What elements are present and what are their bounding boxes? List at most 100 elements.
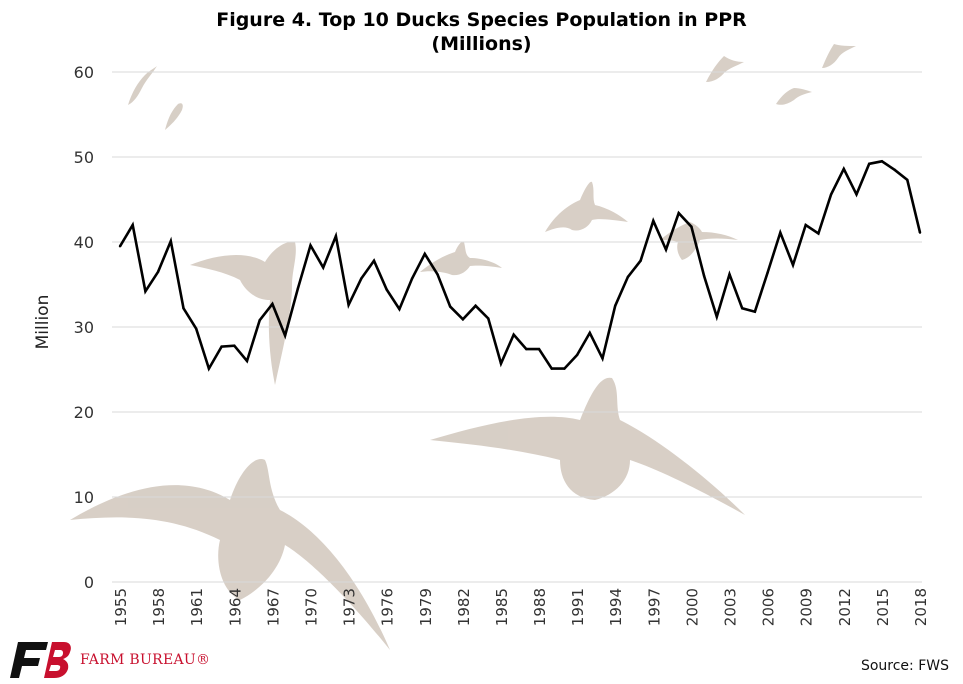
data-point [499,362,503,365]
data-point [906,178,909,182]
data-point [131,223,134,227]
data-point [156,270,160,273]
chart-title-line: Figure 4. Top 10 Ducks Species Populatio… [216,9,747,31]
data-point [652,219,655,222]
y-tick-label: 0 [84,573,94,592]
y-tick-label: 20 [74,403,94,422]
source-note: Source: FWS [860,658,949,674]
duck-silhouette-large-left [70,459,390,650]
data-point [677,211,680,215]
series-line [118,159,922,372]
data-point [702,274,706,278]
x-tick-label: 1958 [150,588,168,626]
data-point [601,357,604,360]
x-tick-label: 1973 [341,588,359,626]
data-point [372,259,376,262]
x-tick-label: 1967 [264,588,282,626]
data-point [461,318,465,321]
data-point [182,307,185,310]
duck-silhouette-small-1 [545,181,628,232]
chart-subtitle: (Millions) [431,33,532,55]
x-tick-label: 2003 [722,588,740,626]
data-point [398,307,401,311]
data-point [436,273,439,276]
data-point [423,252,426,256]
data-point [855,193,858,196]
data-point [779,231,782,234]
x-tick-label: 2015 [874,588,892,626]
x-tick-label: 1970 [302,588,320,626]
data-point [271,302,274,306]
data-point [842,167,846,171]
y-axis: 0 10 20 30 40 50 60 [74,63,94,592]
x-tick-label: 1961 [188,588,206,626]
data-point [690,225,693,228]
duck-decoration-layer [70,44,856,650]
y-tick-label: 10 [74,488,94,507]
data-point [296,287,299,290]
data-point [334,234,338,238]
x-tick-label: 1985 [493,588,511,626]
data-point [753,310,757,313]
data-point [766,271,769,274]
data-point [144,290,147,293]
data-point [639,259,642,262]
data-point [626,275,630,279]
data-point [588,331,592,335]
x-tick-label: 1982 [455,588,473,626]
data-point [791,263,795,267]
data-point [893,168,896,171]
duck-silhouette-large-center [430,377,745,515]
x-tick-label: 1991 [569,588,587,626]
data-point [207,367,211,370]
data-point [245,359,249,363]
data-point [563,367,566,370]
x-tick-label: 1955 [112,588,130,626]
data-point [804,223,807,227]
data-point [258,319,261,322]
series-layer [118,159,922,372]
x-tick-label: 2009 [798,588,816,626]
data-point [512,333,515,336]
data-point [868,162,871,165]
duck-silhouette-mid-left [190,241,296,385]
y-axis-label: Million [33,295,53,350]
data-point [817,232,820,235]
data-point [233,344,236,347]
data-point [309,244,312,247]
y-tick-label: 50 [74,148,94,167]
data-point [220,345,223,348]
x-tick-label: 2018 [912,588,930,626]
data-point [360,277,363,280]
x-tick-label: 1979 [417,588,435,626]
x-tick-label: 1994 [607,588,625,626]
duck-silhouette-tiny-3 [706,56,744,82]
data-point [728,273,731,276]
chart-title: Figure 4. Top 10 Ducks Species Populatio… [0,8,963,56]
farm-bureau-logo: FARM BUREAU® [8,640,210,680]
y-tick-label: 40 [74,233,94,252]
data-point [525,347,528,351]
x-tick-label: 1988 [531,588,549,626]
x-tick-label: 2012 [836,588,854,626]
x-tick-label: 1964 [226,588,244,626]
data-point [169,239,172,243]
data-point [715,315,719,318]
data-point [741,307,744,310]
data-point [829,193,833,196]
duck-silhouette-small-3 [660,222,738,260]
data-point [118,245,122,248]
duck-silhouette-small-2 [420,241,502,276]
data-point [614,304,617,307]
data-point [410,277,414,280]
y-tick-label: 30 [74,318,94,337]
data-point [385,288,388,291]
data-point [474,304,477,307]
data-point [575,353,579,357]
x-tick-label: 2000 [683,588,701,626]
data-point [321,266,325,269]
x-axis: 1955 1958 1961 1964 1967 1970 1973 1976 1979 1982… [112,588,930,626]
data-point [347,303,350,307]
x-tick-label: 1997 [645,588,663,626]
